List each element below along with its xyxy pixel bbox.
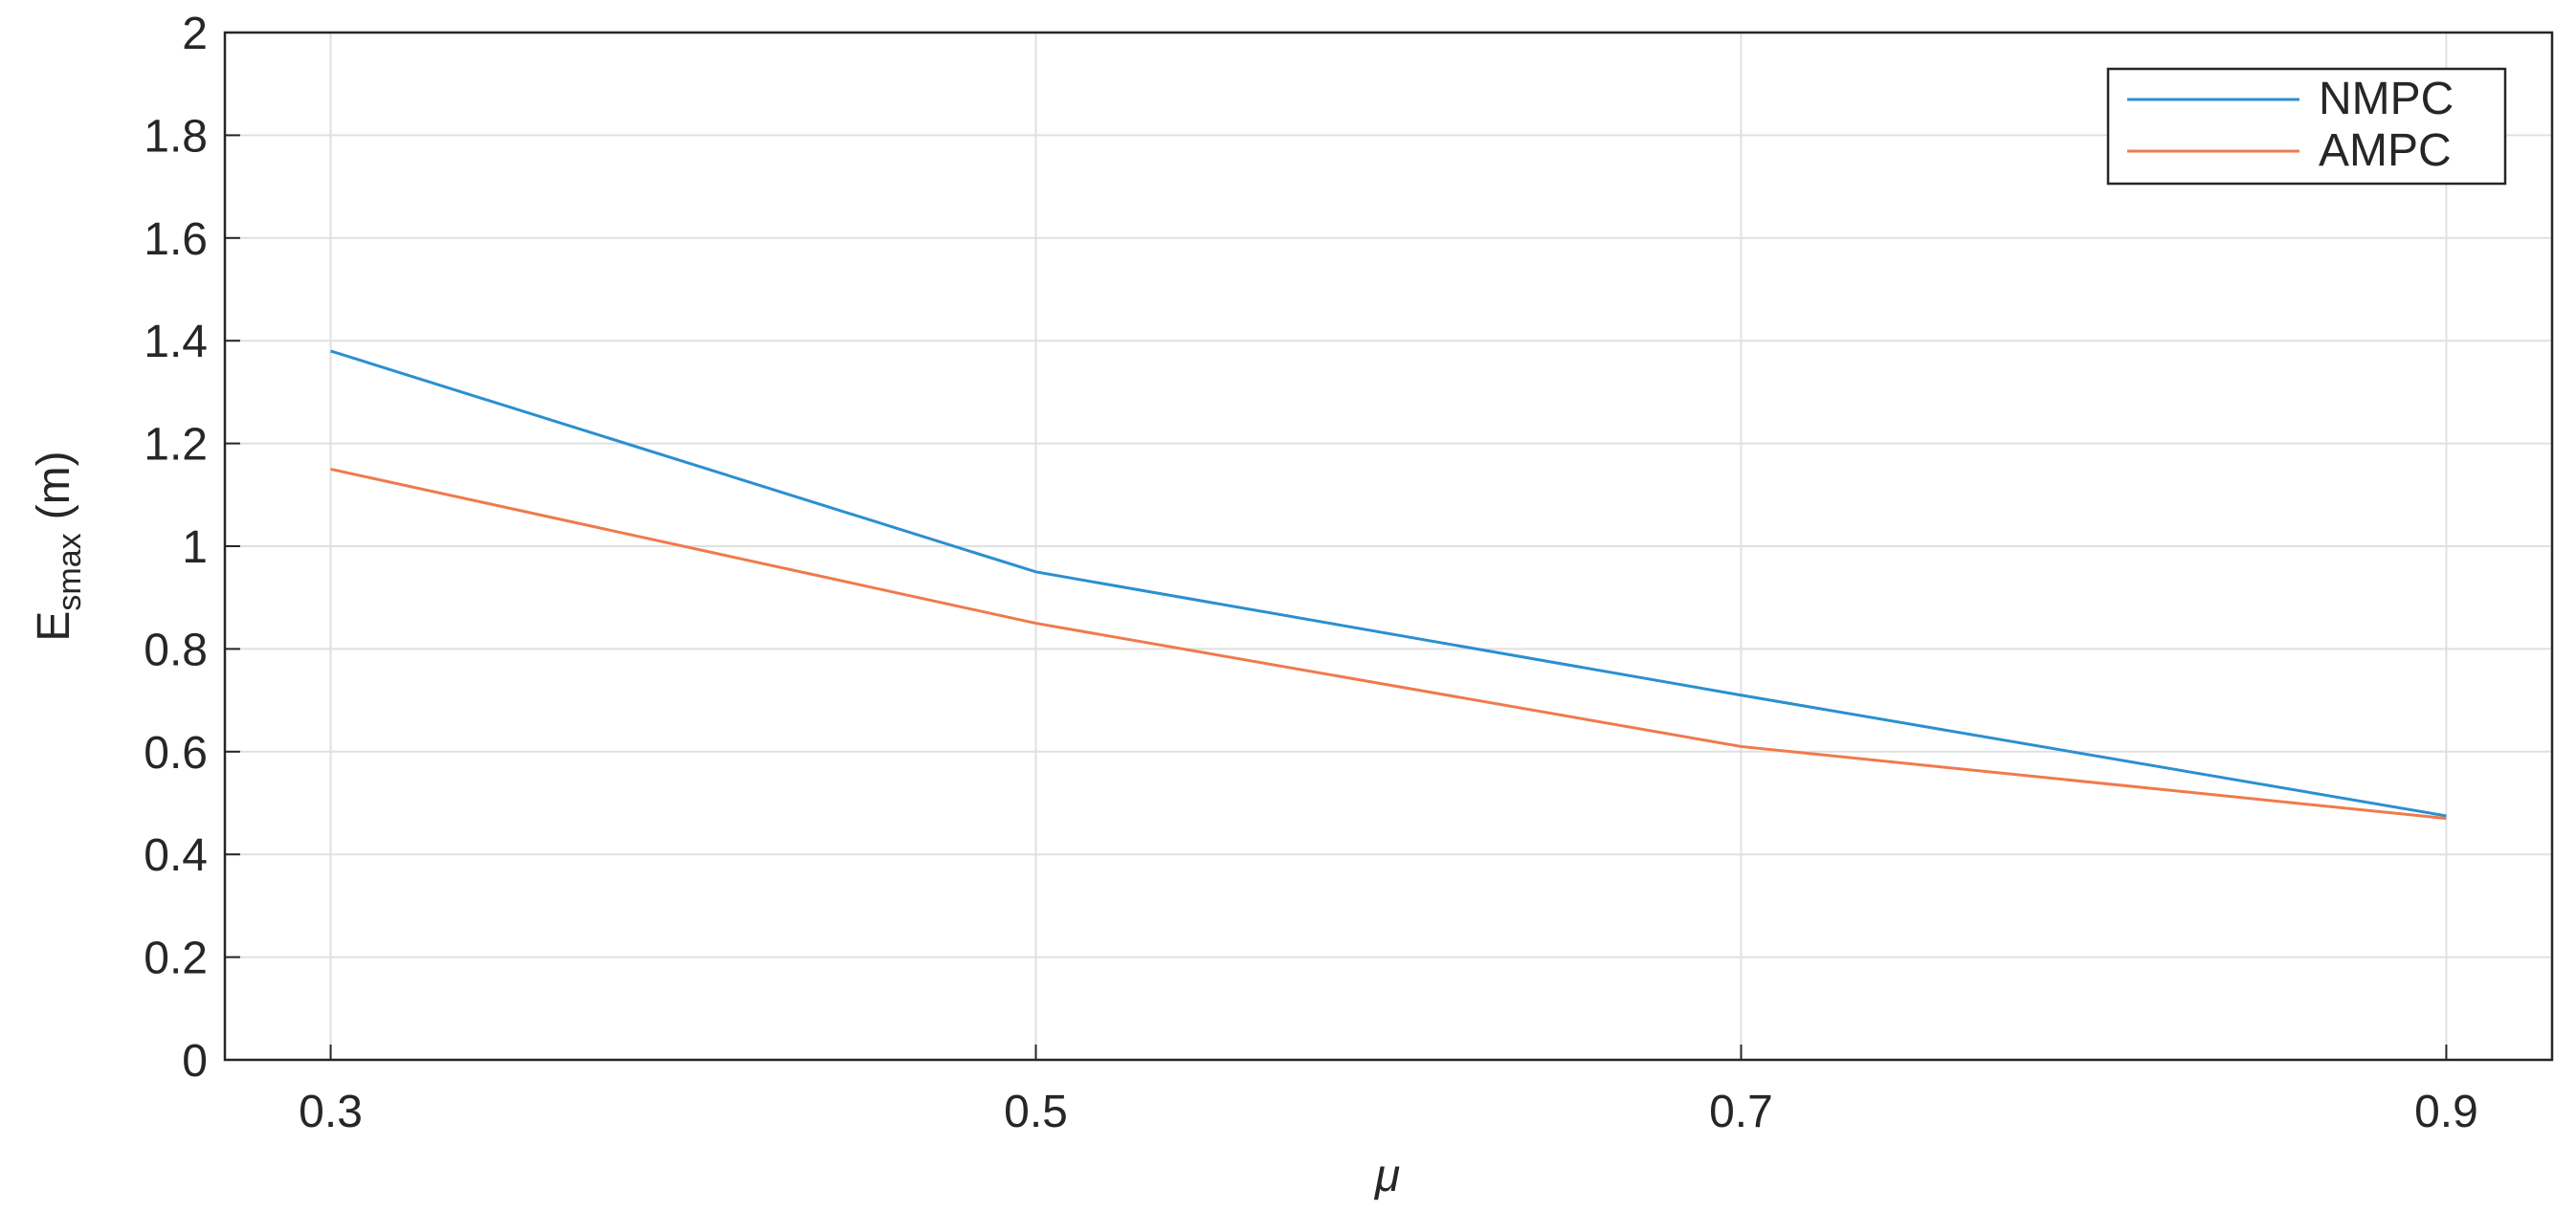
series-line xyxy=(330,467,2447,821)
y-tick-label: 1.4 xyxy=(144,317,208,367)
y-tick-label: 1.6 xyxy=(144,214,208,265)
x-tick-label: 0.9 xyxy=(2414,1087,2478,1137)
legend-box xyxy=(2106,67,2507,186)
y-tick-label: 0.8 xyxy=(144,625,208,675)
x-tick-label: 0.7 xyxy=(1709,1087,1773,1137)
y-label-main: E xyxy=(29,611,79,642)
y-tick-label: 2 xyxy=(182,9,208,59)
y-tick-label: 0.2 xyxy=(144,934,208,984)
y-tick-label: 1.2 xyxy=(144,420,208,471)
x-axis-label: μ xyxy=(1373,1151,1400,1201)
x-tick-label: 0.3 xyxy=(299,1087,363,1137)
y-label-sub: smax xyxy=(52,533,88,610)
y-tick-label: 0.4 xyxy=(144,830,208,881)
legend-label: NMPC xyxy=(2319,74,2454,124)
plot-frame xyxy=(223,31,2554,1062)
legend-label: AMPC xyxy=(2319,125,2452,176)
y-tick-label: 0.6 xyxy=(144,728,208,779)
series-line xyxy=(330,349,2447,818)
y-tick-label: 1.8 xyxy=(144,111,208,162)
y-tick-label: 0 xyxy=(182,1036,208,1087)
y-tick-label: 1 xyxy=(182,522,208,573)
y-axis-label: Esmax (m) xyxy=(29,451,88,641)
x-tick-label: 0.5 xyxy=(1004,1087,1068,1137)
y-label-unit: (m) xyxy=(29,451,79,519)
